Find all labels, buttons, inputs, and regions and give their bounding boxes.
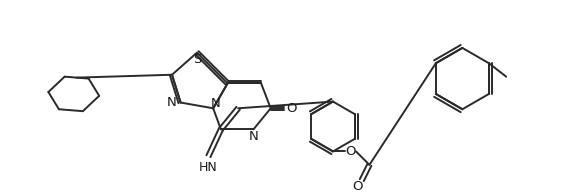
Text: HN: HN: [199, 161, 218, 174]
Text: N: N: [249, 130, 258, 143]
Text: O: O: [286, 102, 297, 115]
Text: S: S: [193, 53, 201, 66]
Text: O: O: [352, 180, 363, 193]
Text: O: O: [345, 145, 355, 158]
Text: N: N: [211, 97, 221, 110]
Text: N: N: [167, 96, 177, 109]
